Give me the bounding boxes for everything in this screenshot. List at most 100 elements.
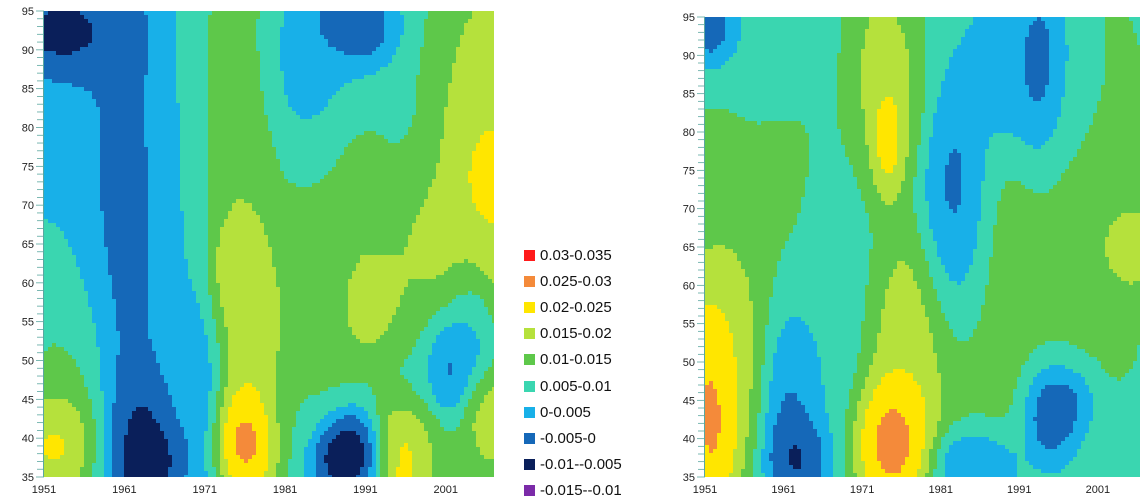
heatmap-cell [476, 11, 481, 16]
heatmap-cell [308, 159, 313, 164]
heatmap-cell [276, 119, 281, 124]
heatmap-cell [192, 183, 197, 188]
heatmap-cell [312, 23, 317, 28]
heatmap-cell [184, 179, 189, 184]
heatmap-cell [116, 159, 121, 164]
heatmap-cell [60, 115, 65, 120]
heatmap-cell [88, 59, 93, 64]
heatmap-cell [380, 127, 385, 132]
heatmap-cell [208, 183, 213, 188]
heatmap-cell [108, 47, 113, 52]
heatmap-cell [244, 95, 249, 100]
heatmap-cell [304, 107, 309, 112]
heatmap-cell [276, 67, 281, 72]
heatmap-cell [240, 19, 245, 24]
heatmap-cell [184, 15, 189, 20]
heatmap-cell [76, 111, 81, 116]
heatmap-cell [380, 103, 385, 108]
heatmap-cell [400, 31, 405, 36]
heatmap-cell [44, 67, 49, 72]
heatmap-cell [44, 51, 49, 56]
heatmap-cell [140, 91, 145, 96]
heatmap-cell [180, 183, 185, 188]
heatmap-cell [148, 67, 153, 72]
heatmap-cell [360, 47, 365, 52]
heatmap-cell [88, 175, 93, 180]
heatmap-cell [336, 59, 341, 64]
heatmap-cell [368, 39, 373, 44]
heatmap-cell [152, 39, 157, 44]
heatmap-cell [100, 19, 105, 24]
heatmap-cell [320, 39, 325, 44]
heatmap-cell [140, 11, 145, 16]
heatmap-cell [152, 179, 157, 184]
heatmap-cell [416, 15, 421, 20]
heatmap-cell [56, 183, 61, 188]
heatmap-cell [468, 183, 473, 188]
heatmap-cell [168, 135, 173, 140]
heatmap-cell [116, 135, 121, 140]
heatmap-cell [60, 27, 65, 32]
heatmap-cell [84, 39, 89, 44]
heatmap-cell [92, 83, 97, 88]
heatmap-cell [252, 59, 257, 64]
heatmap-cell [336, 179, 341, 184]
heatmap-cell [324, 107, 329, 112]
heatmap-cell [100, 51, 105, 56]
heatmap-cell [144, 123, 149, 128]
heatmap-cell [476, 35, 481, 40]
heatmap-cell [136, 19, 141, 24]
heatmap-cell [380, 139, 385, 144]
heatmap-cell [184, 51, 189, 56]
heatmap-cell [80, 71, 85, 76]
heatmap-cell [180, 75, 185, 80]
heatmap-cell [408, 51, 413, 56]
heatmap-cell [332, 87, 337, 92]
heatmap-cell [380, 167, 385, 172]
heatmap-cell [208, 171, 213, 176]
heatmap-cell [276, 11, 281, 16]
heatmap-cell [108, 87, 113, 92]
heatmap-cell [156, 139, 161, 144]
heatmap-cell [160, 123, 165, 128]
heatmap-cell [276, 95, 281, 100]
heatmap-cell [428, 47, 433, 52]
heatmap-cell [196, 163, 201, 168]
heatmap-cell [260, 35, 265, 40]
heatmap-cell [284, 179, 289, 184]
heatmap-cell [448, 179, 453, 184]
heatmap-cell [220, 155, 225, 160]
heatmap-cell [492, 67, 494, 72]
heatmap-cell [248, 67, 253, 72]
heatmap-cell [292, 91, 297, 96]
heatmap-cell [452, 127, 457, 132]
heatmap-cell [328, 23, 333, 28]
heatmap-cell [436, 43, 441, 48]
heatmap-cell [348, 19, 353, 24]
heatmap-cell [192, 47, 197, 52]
heatmap-cell [220, 47, 225, 52]
heatmap-cell [216, 159, 221, 164]
heatmap-cell [372, 71, 377, 76]
heatmap-cell [456, 139, 461, 144]
heatmap-cell [144, 143, 149, 148]
heatmap-cell [452, 99, 457, 104]
heatmap-cell [384, 71, 389, 76]
heatmap-cell [468, 19, 473, 24]
heatmap-cell [320, 55, 325, 60]
heatmap-cell [336, 75, 341, 80]
heatmap-cell [452, 163, 457, 168]
heatmap-cell [216, 31, 221, 36]
heatmap-cell [476, 95, 481, 100]
heatmap-cell [48, 131, 53, 136]
heatmap-cell [116, 51, 121, 56]
heatmap-cell [484, 39, 489, 44]
heatmap-cell [108, 99, 113, 104]
heatmap-cell [172, 23, 177, 28]
heatmap-cell [200, 51, 205, 56]
heatmap-cell [488, 23, 493, 28]
heatmap-cell [64, 47, 69, 52]
heatmap-cell [104, 147, 109, 152]
heatmap-cell [348, 95, 353, 100]
heatmap-cell [200, 31, 205, 36]
